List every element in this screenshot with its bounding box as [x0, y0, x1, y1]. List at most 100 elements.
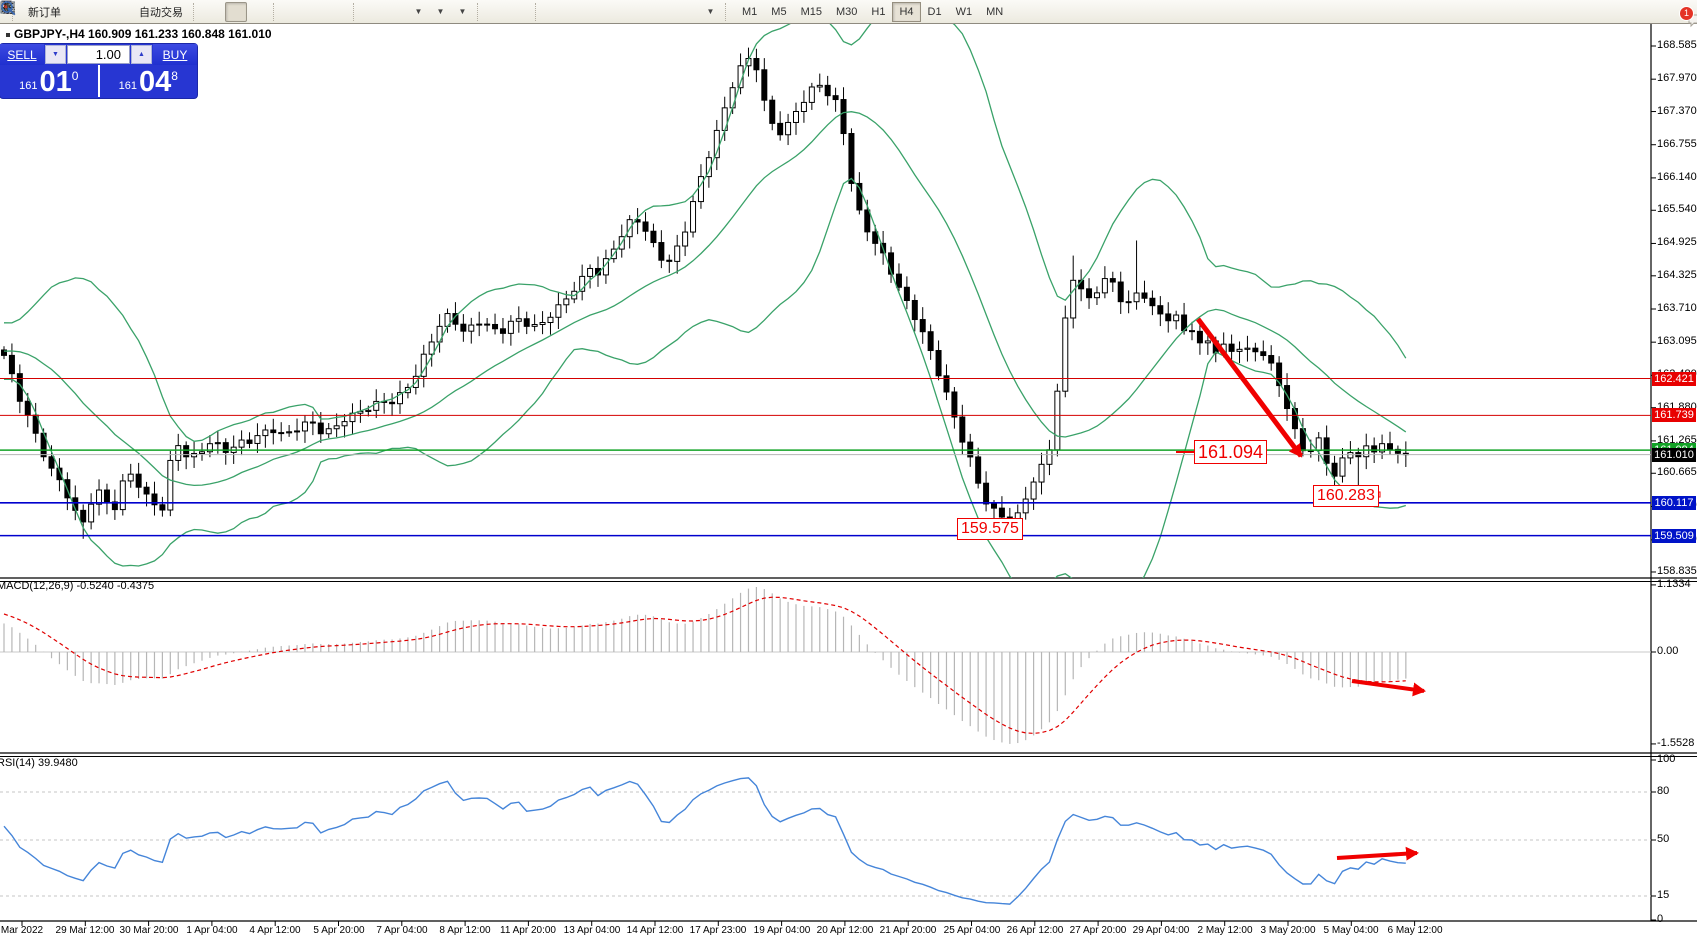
price-axis-tick: 168.585	[1657, 39, 1697, 51]
timeframe-d1[interactable]: D1	[927, 5, 942, 18]
svg-text:T: T	[5, 3, 11, 14]
bollinger-band-line	[3, 24, 1407, 442]
timeframe-group: M1 M5 M15 M30 H1 H4 D1 W1 MN	[735, 1, 1010, 22]
timeframe-m30[interactable]: M30	[835, 5, 858, 18]
price-level-label[interactable]: 161.010	[1652, 448, 1696, 462]
buy-button[interactable]: BUY	[153, 44, 197, 65]
price-axis-tick: 160.665	[1657, 466, 1697, 478]
timeframe-m5[interactable]: M5	[771, 5, 787, 18]
price-axis-tick: 166.140	[1657, 171, 1697, 183]
candles-layer	[0, 24, 1651, 578]
timeframe-h1[interactable]: H1	[871, 5, 886, 18]
red-arrow-annotation	[1336, 846, 1419, 861]
volume-input[interactable]: 1.00	[67, 45, 130, 64]
zoom-in-button[interactable]	[1, 0, 305, 22]
dropdown-caret: ▼	[458, 7, 467, 16]
time-axis-label: 5 May 04:00	[1323, 925, 1379, 936]
channel-button[interactable]: E	[0, 2, 633, 22]
macd-axis-tick: 1.1334	[1657, 578, 1691, 590]
time-axis-label: 5 Apr 20:00	[313, 925, 365, 936]
macd-histogram	[3, 586, 1407, 744]
time-axis-label: 27 Apr 20:00	[1069, 925, 1127, 936]
time-axis-label: 25 Apr 04:00	[943, 925, 1001, 936]
horizontal-line-button[interactable]	[1, 2, 589, 22]
trendline-button[interactable]	[1, 2, 611, 22]
new-order-label: 新订单	[28, 6, 61, 19]
timeframe-h4[interactable]: H4	[892, 1, 921, 22]
buy-price[interactable]: 161 04 8	[100, 65, 198, 97]
autotrading-button[interactable]: 自动交易	[1, 1, 189, 22]
candlestick-chart-button[interactable]	[2, 1, 247, 22]
crosshair-button[interactable]	[1, 1, 531, 22]
sell-price[interactable]: 161 01 0	[0, 65, 98, 97]
arrows-dropdown[interactable]: ▼	[2, 2, 721, 22]
chart-icon	[6, 32, 10, 37]
market-button[interactable]	[0, 2, 89, 22]
volume-increase-button[interactable]: ▲	[131, 45, 152, 64]
sell-button[interactable]: SELL	[0, 44, 44, 65]
price-annotation-box[interactable]: 159.575	[957, 518, 1023, 540]
price-axis-tick: 164.925	[1657, 236, 1697, 248]
signals-button[interactable]	[1, 2, 133, 22]
price-annotation-box[interactable]: 161.094	[1194, 440, 1268, 464]
time-axis-label: 29 Mar 12:00	[55, 925, 115, 936]
search-icon[interactable]	[0, 0, 17, 17]
text-label-button[interactable]: T	[1, 2, 699, 22]
price-axis-tick: 165.540	[1657, 203, 1697, 215]
time-axis-label: 20 Apr 12:00	[816, 925, 874, 936]
periods-dropdown[interactable]: ▼	[1, 1, 451, 22]
community-button[interactable]	[1, 1, 111, 22]
cursor-button[interactable]	[4, 1, 509, 22]
volume-decrease-button[interactable]: ▼	[45, 45, 66, 64]
autotrading-label: 自动交易	[139, 6, 183, 19]
price-axis-tick: 163.710	[1657, 302, 1697, 314]
timeframe-m1[interactable]: M1	[742, 5, 758, 18]
red-arrow-annotation	[1351, 679, 1426, 697]
timeframe-m15[interactable]: M15	[800, 5, 822, 18]
bollinger-band-line	[3, 111, 1407, 487]
main-toolbar: 新订单 自动交易	[0, 0, 1697, 27]
timeframe-mn[interactable]: MN	[986, 5, 1004, 18]
bar-chart-button[interactable]	[1, 2, 225, 22]
price-axis-tick: 158.835	[1657, 565, 1697, 577]
time-axis-label: 8 Apr 12:00	[439, 925, 491, 936]
templates-dropdown[interactable]: ▼	[0, 1, 473, 22]
time-axis-label: 17 Apr 23:00	[689, 925, 747, 936]
vertical-line-button[interactable]	[6, 1, 567, 22]
tile-windows-button[interactable]	[0, 1, 349, 22]
price-level-label[interactable]: 161.739	[1652, 408, 1696, 422]
price-divider	[97, 65, 100, 97]
sell-price-big: 01	[39, 66, 72, 98]
add-indicator-dropdown[interactable]: ▼	[0, 1, 429, 22]
profiles-button[interactable]	[0, 1, 407, 22]
text-button[interactable]: A	[3, 1, 677, 22]
time-axis-label: 11 Apr 20:00	[500, 925, 556, 936]
fibonacci-button[interactable]: F	[1, 2, 655, 22]
time-axis-label: 21 Apr 20:00	[879, 925, 937, 936]
line-chart-button[interactable]	[0, 2, 269, 22]
time-axis-label: 29 Apr 04:00	[1132, 925, 1190, 936]
zoom-out-button[interactable]	[1, 0, 327, 22]
time-axis-label: 13 Apr 04:00	[563, 925, 621, 936]
price-level-label[interactable]: 162.421	[1652, 372, 1696, 386]
rsi-axis-tick: 80	[1657, 785, 1670, 797]
price-annotation-box[interactable]: 160.283	[1313, 485, 1379, 507]
svg-text:A: A	[3, 1, 12, 15]
toolbar-separator	[193, 2, 201, 21]
toolbar-separator	[477, 2, 485, 21]
price-axis-tick: 164.325	[1657, 269, 1697, 281]
buy-price-sup: 8	[171, 69, 178, 83]
dropdown-caret: ▼	[706, 7, 715, 16]
price-level-label[interactable]: 160.117	[1652, 496, 1696, 510]
bollinger-band-line	[3, 177, 1406, 578]
text-icon: A	[3, 1, 12, 15]
price-axis-tick: 167.370	[1657, 105, 1697, 117]
price-level-label[interactable]: 159.509	[1652, 529, 1696, 543]
notification-badge: 1	[1679, 5, 1694, 21]
time-axis-label: Mar 2022	[0, 925, 44, 936]
price-axis-tick: 163.095	[1657, 335, 1697, 347]
new-order-button[interactable]: 新订单	[1, 0, 67, 22]
timeframe-w1[interactable]: W1	[955, 5, 973, 18]
new-chart-button[interactable]	[0, 1, 385, 22]
